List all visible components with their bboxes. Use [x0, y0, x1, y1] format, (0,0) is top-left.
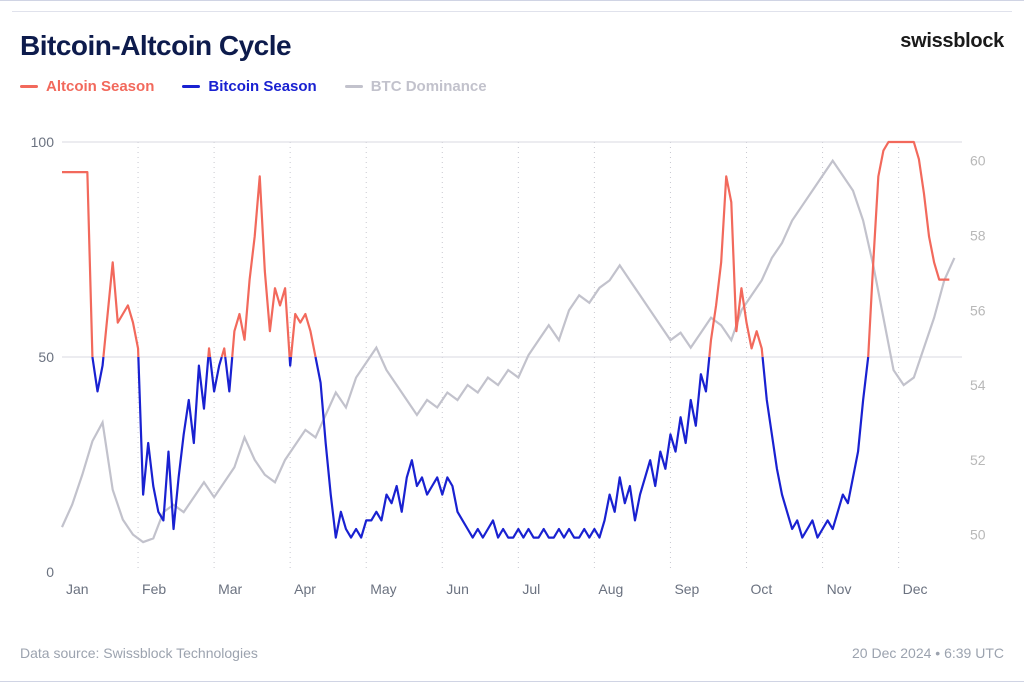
line-altcoin-season	[208, 348, 210, 357]
footer-timestamp: 20 Dec 2024 • 6:39 UTC	[852, 645, 1004, 661]
line-altcoin-season	[868, 142, 949, 357]
line-bitcoin-season	[290, 357, 291, 366]
svg-text:Sep: Sep	[674, 581, 699, 597]
outer-frame: Bitcoin-Altcoin Cycle swissblock Altcoin…	[0, 0, 1024, 682]
legend-item-dominance: BTC Dominance	[345, 78, 487, 95]
svg-text:0: 0	[46, 564, 54, 580]
legend-label-dominance: BTC Dominance	[371, 78, 487, 95]
svg-text:52: 52	[970, 452, 986, 468]
svg-text:Oct: Oct	[751, 581, 773, 597]
legend-label-bitcoin: Bitcoin Season	[208, 78, 316, 95]
line-dominance	[62, 161, 954, 542]
svg-text:60: 60	[970, 153, 986, 169]
line-bitcoin-season	[92, 357, 103, 391]
chart-svg: 0 50 100 50 52 54 56 58 60 Jan Feb Mar Apr May Jun Jul A…	[20, 132, 1004, 602]
legend-item-bitcoin: Bitcoin Season	[182, 78, 316, 95]
legend: Altcoin Season Bitcoin Season BTC Domina…	[12, 62, 1012, 95]
svg-text:54: 54	[970, 377, 986, 393]
line-altcoin-season	[103, 262, 138, 357]
chart-card: Bitcoin-Altcoin Cycle swissblock Altcoin…	[12, 11, 1012, 671]
svg-text:Feb: Feb	[142, 581, 166, 597]
footer: Data source: Swissblock Technologies 20 …	[20, 645, 1004, 661]
legend-label-altcoin: Altcoin Season	[46, 78, 154, 95]
legend-item-altcoin: Altcoin Season	[20, 78, 154, 95]
line-altcoin-season	[232, 176, 289, 357]
plot-area: 0 50 100 50 52 54 56 58 60 Jan Feb Mar Apr May Jun Jul A…	[20, 132, 1004, 602]
swatch-dominance	[345, 85, 363, 88]
svg-text:50: 50	[970, 527, 986, 543]
swatch-bitcoin	[182, 85, 200, 88]
svg-text:Dec: Dec	[903, 581, 928, 597]
svg-text:Jan: Jan	[66, 581, 89, 597]
svg-text:Jun: Jun	[446, 581, 469, 597]
svg-text:58: 58	[970, 227, 986, 243]
line-altcoin-season	[62, 172, 92, 357]
svg-text:Nov: Nov	[827, 581, 852, 597]
line-altcoin-season	[291, 314, 316, 357]
svg-text:Apr: Apr	[294, 581, 316, 597]
svg-text:56: 56	[970, 302, 986, 318]
svg-text:100: 100	[31, 134, 55, 150]
line-bitcoin-season	[763, 357, 869, 538]
svg-text:May: May	[370, 581, 396, 597]
line-altcoin-season	[222, 348, 226, 357]
svg-text:Mar: Mar	[218, 581, 242, 597]
header: Bitcoin-Altcoin Cycle swissblock	[12, 12, 1012, 62]
line-bitcoin-season	[210, 357, 222, 391]
svg-text:Jul: Jul	[522, 581, 540, 597]
svg-text:50: 50	[38, 349, 54, 365]
footer-source: Data source: Swissblock Technologies	[20, 645, 258, 661]
line-altcoin-season	[709, 176, 762, 357]
line-bitcoin-season	[316, 357, 710, 538]
line-bitcoin-season	[138, 357, 208, 529]
chart-title: Bitcoin-Altcoin Cycle	[20, 30, 291, 62]
swatch-altcoin	[20, 85, 38, 88]
line-bitcoin-season	[225, 357, 232, 391]
svg-text:Aug: Aug	[598, 581, 623, 597]
brand-label: swissblock	[900, 30, 1004, 53]
